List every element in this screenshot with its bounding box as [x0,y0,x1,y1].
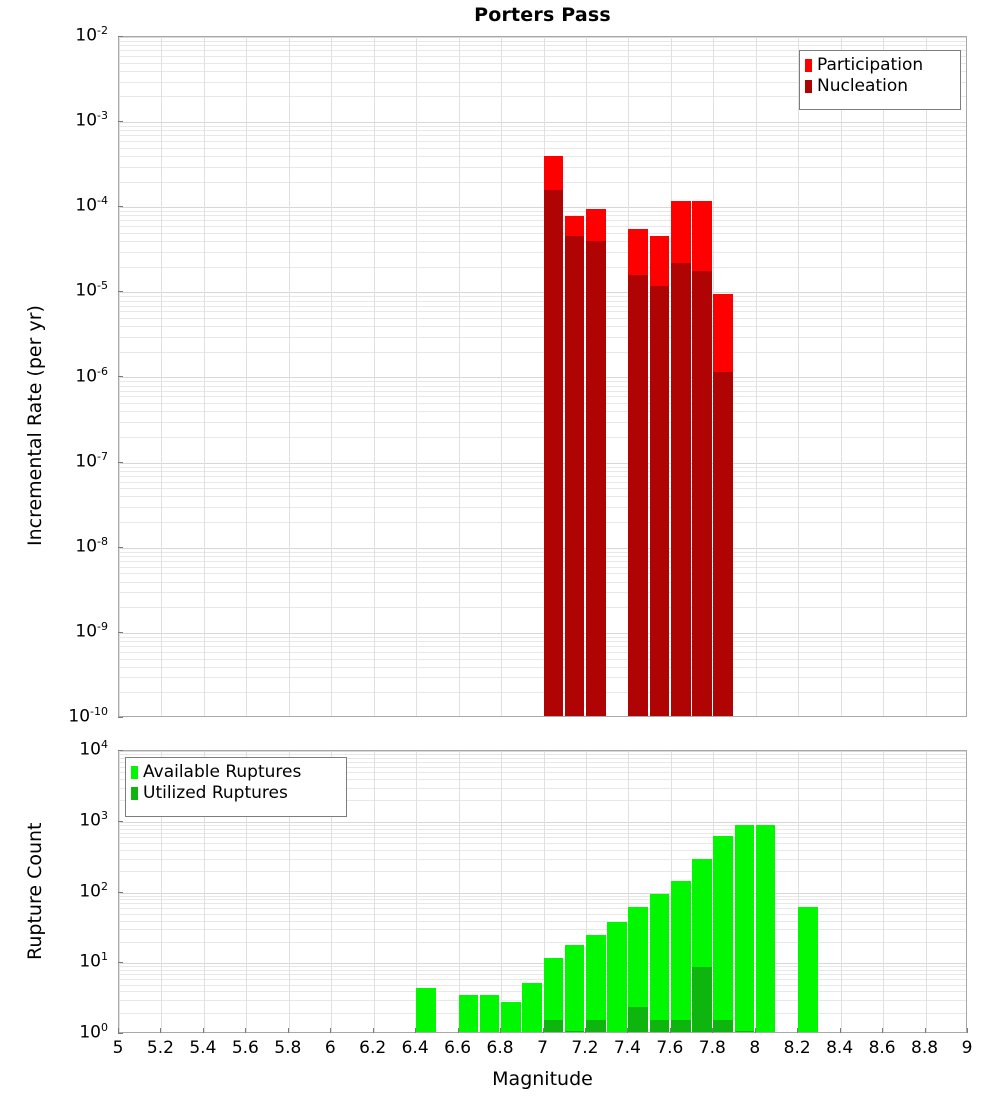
top-y-tick-label: 10-8 [75,534,108,557]
available-ruptures-bar [586,1019,606,1032]
top-y-tick-label: 10-9 [75,619,108,642]
x-tick-label: 8.2 [783,1038,811,1058]
participation-bar [713,372,733,716]
top-legend-item[interactable]: Nucleation [805,76,953,97]
x-tick-label: 5.8 [274,1038,302,1058]
top-y-tick-label: 10-6 [75,364,108,387]
top-y-tick-label: 10-3 [75,109,108,131]
top-y-tick-label: 10-7 [75,449,108,472]
available-ruptures-bar [564,1031,585,1032]
x-tick-label: 6.8 [486,1038,514,1058]
available-ruptures-bar [670,1019,691,1032]
utilized-ruptures-bar [713,836,733,1032]
x-tick-label: 8.6 [868,1038,896,1058]
bottom-plot-area [119,751,966,1032]
x-tick-label: 5.6 [231,1038,259,1058]
top-chart-legend: Participation Nucleation [799,50,961,110]
available-ruptures-bar [649,1019,670,1032]
top-legend-item[interactable]: Participation [805,55,953,76]
bottom-chart-legend: Available Ruptures Utilized Ruptures [125,757,347,817]
x-tick-label: 8.4 [826,1038,854,1058]
participation-bar [564,236,585,716]
bottom-legend-label: Available Ruptures [143,762,302,782]
top-y-tick-label: 10-10 [68,705,108,727]
x-tick-label: 6.4 [401,1038,429,1058]
top-plot-area [119,37,966,716]
participation-bar [649,285,670,716]
legend-swatch-icon [805,59,812,72]
x-tick-label: 5.4 [189,1038,217,1058]
utilized-ruptures-bar [543,957,564,1032]
x-tick-label: 6.2 [359,1038,387,1058]
x-tick-label: 8 [749,1038,761,1058]
utilized-ruptures-bar [798,907,818,1032]
utilized-ruptures-bar [755,825,776,1032]
available-ruptures-bar [692,966,712,1032]
x-tick-label: 6 [324,1038,336,1058]
utilized-ruptures-bar [501,1002,521,1032]
top-y-tick-label: 10-2 [75,24,108,46]
utilized-ruptures-bar [734,825,755,1032]
legend-swatch-icon [131,787,138,800]
x-axis-title: Magnitude [492,1068,593,1090]
bottom-legend-item[interactable]: Available Ruptures [131,762,339,783]
top-y-tick-label: 10-5 [75,279,108,302]
page-title: Porters Pass [474,4,611,26]
available-ruptures-bar [734,1031,755,1032]
utilized-ruptures-bar [586,935,606,1032]
bottom-y-tick-label: 103 [79,808,108,831]
utilized-ruptures-bar [458,994,479,1032]
bottom-y-tick-label: 104 [79,738,108,760]
participation-bar [543,189,564,716]
utilized-ruptures-bar [479,994,500,1032]
bottom-y-tick-label: 100 [79,1021,108,1043]
available-ruptures-bar [543,1019,564,1032]
top-y-axis-title: Incremental Rate (per yr) [24,305,46,546]
participation-bar [692,270,712,716]
bottom-y-axis-title: Rupture Count [24,822,46,961]
utilized-ruptures-bar [649,894,670,1032]
utilized-ruptures-bar [564,945,585,1032]
bottom-y-tick-label: 101 [79,950,108,972]
x-tick-label: 6.6 [444,1038,472,1058]
x-tick-label: 7 [537,1038,548,1058]
top-legend-label: Nucleation [817,76,909,96]
participation-bar [586,241,606,716]
incremental-rate-chart [118,36,967,717]
bottom-legend-item[interactable]: Utilized Ruptures [131,783,339,804]
legend-swatch-icon [805,80,812,93]
utilized-ruptures-bar [522,982,542,1032]
utilized-ruptures-bar [607,922,627,1032]
top-y-tick-label: 10-4 [75,194,108,216]
x-tick-label: 7.2 [571,1038,599,1058]
utilized-ruptures-bar [670,881,691,1032]
top-legend-label: Participation [817,55,924,75]
participation-bar [628,275,649,716]
x-tick-label: 7.6 [656,1038,684,1058]
utilized-ruptures-bar [416,987,436,1032]
x-tick-label: 7.4 [613,1038,641,1058]
available-ruptures-bar [713,1019,733,1032]
available-ruptures-bar [628,1007,649,1032]
bottom-y-tick-label: 102 [79,879,108,902]
utilized-ruptures-bar [628,907,649,1032]
bottom-legend-label: Utilized Ruptures [143,783,288,803]
x-tick-label: 7.8 [698,1038,726,1058]
x-tick-label: 9 [961,1038,973,1058]
x-tick-label: 5 [112,1038,124,1058]
participation-bar [670,263,691,716]
legend-swatch-icon [131,766,138,779]
x-tick-label: 8.8 [911,1038,939,1058]
x-tick-label: 5.2 [146,1038,174,1058]
